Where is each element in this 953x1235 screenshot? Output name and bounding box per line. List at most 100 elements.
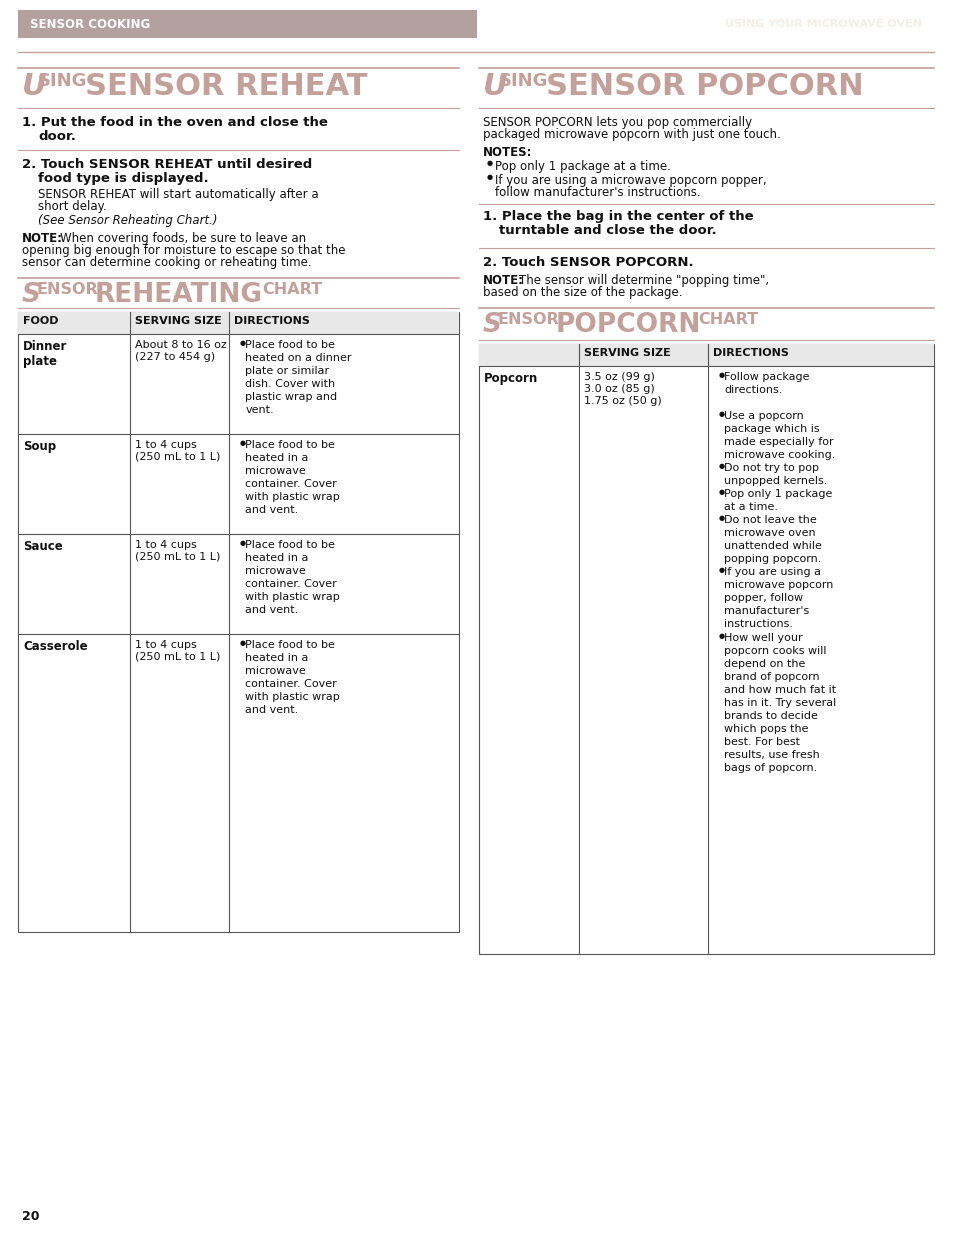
Text: Popcorn: Popcorn [483,372,537,385]
Text: Pop only 1 package at a time.: Pop only 1 package at a time. [495,161,670,173]
Text: SENSOR POPCORN: SENSOR POPCORN [545,72,862,101]
Text: Use a popcorn: Use a popcorn [723,411,803,421]
Text: SENSOR POPCORN lets you pop commercially: SENSOR POPCORN lets you pop commercially [482,116,751,128]
Text: package which is: package which is [723,424,819,433]
Text: instructions.: instructions. [723,619,793,629]
Text: and vent.: and vent. [245,505,298,515]
Text: ENSOR: ENSOR [37,282,98,296]
Text: ●: ● [239,540,245,546]
Text: About 8 to 16 oz
(227 to 454 g): About 8 to 16 oz (227 to 454 g) [134,340,226,362]
FancyBboxPatch shape [18,10,476,38]
Text: brand of popcorn: brand of popcorn [723,672,819,682]
Text: How well your: How well your [723,634,802,643]
Text: with plastic wrap: with plastic wrap [245,692,340,701]
Text: microwave popcorn: microwave popcorn [723,580,833,590]
Text: 2. Touch SENSOR POPCORN.: 2. Touch SENSOR POPCORN. [482,256,693,269]
Text: plate or similar: plate or similar [245,366,329,375]
Text: unpopped kernels.: unpopped kernels. [723,475,827,487]
Text: Pop only 1 package: Pop only 1 package [723,489,832,499]
Text: NOTE:: NOTE: [482,274,523,287]
Text: ●: ● [718,515,723,521]
Text: ●: ● [718,567,723,573]
Text: SENSOR REHEAT: SENSOR REHEAT [85,72,367,101]
Text: results, use fresh: results, use fresh [723,750,820,760]
Text: food type is displayed.: food type is displayed. [38,172,209,185]
Text: NOTE:: NOTE: [22,232,63,245]
Text: microwave: microwave [245,466,306,475]
Text: ●: ● [718,463,723,469]
Text: ●: ● [239,440,245,446]
Text: and how much fat it: and how much fat it [723,685,836,695]
Text: heated in a: heated in a [245,553,309,563]
Text: U: U [22,72,47,101]
Text: S: S [482,312,501,338]
Text: based on the size of the package.: based on the size of the package. [482,287,681,299]
Text: with plastic wrap: with plastic wrap [245,492,340,501]
Text: DIRECTIONS: DIRECTIONS [713,348,788,358]
Text: ●: ● [486,174,493,180]
Text: container. Cover: container. Cover [245,679,336,689]
Text: 1. Put the food in the oven and close the: 1. Put the food in the oven and close th… [22,116,328,128]
Text: container. Cover: container. Cover [245,479,336,489]
Text: and vent.: and vent. [245,605,298,615]
Text: which pops the: which pops the [723,724,808,734]
Text: ●: ● [718,372,723,378]
Text: 2. Touch SENSOR REHEAT until desired: 2. Touch SENSOR REHEAT until desired [22,158,312,170]
Text: Place food to be: Place food to be [245,440,335,450]
FancyBboxPatch shape [18,312,458,333]
Text: popcorn cooks will: popcorn cooks will [723,646,826,656]
Text: SERVING SIZE: SERVING SIZE [134,316,221,326]
Text: Dinner
plate: Dinner plate [23,340,68,368]
Text: sensor can determine cooking or reheating time.: sensor can determine cooking or reheatin… [22,256,312,269]
Text: heated in a: heated in a [245,453,309,463]
Text: 1. Place the bag in the center of the: 1. Place the bag in the center of the [482,210,753,224]
Text: best. For best: best. For best [723,737,800,747]
FancyBboxPatch shape [478,345,933,953]
Text: heated on a dinner: heated on a dinner [245,353,352,363]
Text: 3.5 oz (99 g): 3.5 oz (99 g) [583,372,654,382]
Text: follow manufacturer's instructions.: follow manufacturer's instructions. [495,186,700,199]
Text: short delay.: short delay. [38,200,107,212]
Text: SENSOR REHEAT will start automatically after a: SENSOR REHEAT will start automatically a… [38,188,318,201]
Text: container. Cover: container. Cover [245,579,336,589]
Text: S: S [22,282,41,308]
Text: When covering foods, be sure to leave an: When covering foods, be sure to leave an [60,232,306,245]
Text: unattended while: unattended while [723,541,821,551]
Text: DIRECTIONS: DIRECTIONS [234,316,310,326]
Text: made especially for: made especially for [723,437,833,447]
Text: SENSOR COOKING: SENSOR COOKING [30,17,150,31]
Text: Sauce: Sauce [23,540,63,553]
Text: USING YOUR MICROWAVE OVEN: USING YOUR MICROWAVE OVEN [724,19,921,28]
Text: 1 to 4 cups
(250 mL to 1 L): 1 to 4 cups (250 mL to 1 L) [134,540,220,562]
Text: Place food to be: Place food to be [245,540,335,550]
Text: dish. Cover with: dish. Cover with [245,379,335,389]
Text: The sensor will determine "popping time",: The sensor will determine "popping time"… [518,274,768,287]
Text: Place food to be: Place food to be [245,340,335,350]
Text: 1.75 oz (50 g): 1.75 oz (50 g) [583,396,660,406]
Text: has in it. Try several: has in it. Try several [723,698,836,708]
Text: Place food to be: Place food to be [245,640,335,650]
Text: popper, follow: popper, follow [723,593,802,603]
Text: popping popcorn.: popping popcorn. [723,555,821,564]
Text: at a time.: at a time. [723,501,778,513]
Text: microwave: microwave [245,566,306,576]
Text: ●: ● [718,489,723,495]
Text: Soup: Soup [23,440,56,453]
Text: Do not try to pop: Do not try to pop [723,463,819,473]
Text: If you are using a: If you are using a [723,567,821,577]
Text: ●: ● [239,640,245,646]
Text: 3.0 oz (85 g): 3.0 oz (85 g) [583,384,654,394]
Text: Do not leave the: Do not leave the [723,515,816,525]
Text: SING: SING [38,72,88,90]
Text: directions.: directions. [723,385,781,395]
Text: (See Sensor Reheating Chart.): (See Sensor Reheating Chart.) [38,214,217,227]
Text: 1 to 4 cups
(250 mL to 1 L): 1 to 4 cups (250 mL to 1 L) [134,640,220,662]
Text: turntable and close the door.: turntable and close the door. [498,224,716,237]
Text: POPCORN: POPCORN [556,312,700,338]
Text: ●: ● [718,634,723,638]
FancyBboxPatch shape [478,345,933,366]
Text: bags of popcorn.: bags of popcorn. [723,763,817,773]
Text: heated in a: heated in a [245,653,309,663]
Text: ●: ● [718,411,723,417]
Text: CHART: CHART [698,312,758,327]
